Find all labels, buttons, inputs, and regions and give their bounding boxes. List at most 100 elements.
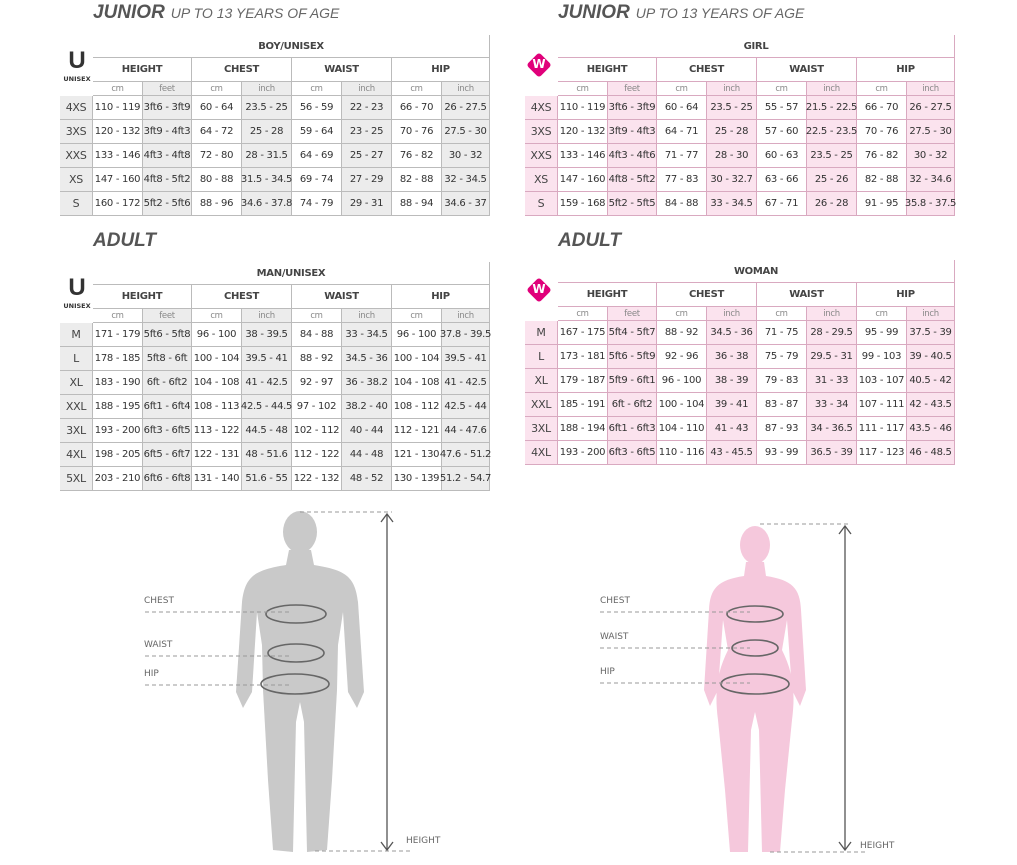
size-value: 25 - 26 [807, 168, 857, 192]
size-value: 55 - 57 [757, 96, 807, 120]
woman-measures [720, 605, 790, 695]
size-value: 41 - 42.5 [242, 371, 292, 395]
size-value: 183 - 190 [93, 371, 143, 395]
size-value: 33 - 34 [807, 393, 857, 417]
size-label: 3XS [525, 120, 558, 144]
column-header: HIP [857, 283, 955, 307]
unit-header: inch [807, 82, 857, 96]
size-label: S [60, 192, 93, 216]
size-value: 71 - 75 [757, 321, 807, 345]
size-value: 6ft1 - 6ft3 [608, 417, 657, 441]
group-header: MAN/UNISEX [93, 262, 490, 285]
size-value: 41 - 43 [707, 417, 757, 441]
section-title: ADULT [93, 230, 156, 251]
size-value: 93 - 99 [757, 441, 807, 465]
icon: W [532, 57, 546, 71]
size-value: 29.5 - 31 [807, 345, 857, 369]
size-value: 22.5 - 23.5 [806, 120, 857, 144]
unit-header: cm [857, 307, 907, 321]
height-label: HEIGHT [406, 836, 441, 846]
size-value: 120 - 132 [558, 120, 608, 144]
size-value: 64 - 72 [192, 120, 242, 144]
unit-header: inch [442, 309, 490, 323]
size-value: 66 - 70 [392, 96, 442, 120]
woman-head [740, 526, 770, 564]
size-value: 30 - 32 [907, 144, 955, 168]
size-value: 23.5 - 25 [242, 96, 292, 120]
size-value: 6ft3 - 6ft5 [608, 441, 657, 465]
size-value: 88 - 96 [192, 192, 242, 216]
size-value: 83 - 87 [757, 393, 807, 417]
size-value: 44.5 - 48 [242, 419, 292, 443]
size-value: 51.2 - 54.7 [440, 467, 491, 491]
size-value: 193 - 200 [558, 441, 608, 465]
size-value: 3ft6 - 3ft9 [143, 96, 192, 120]
size-value: 122 - 131 [192, 443, 242, 467]
size-value: 25 - 28 [707, 120, 757, 144]
unit-header: cm [192, 309, 242, 323]
size-value: 40 - 44 [342, 419, 392, 443]
unit-header: inch [242, 309, 292, 323]
unit-header: cm [558, 307, 608, 321]
size-value: 96 - 100 [392, 323, 442, 347]
unit-header: cm [392, 309, 442, 323]
figures [145, 511, 866, 853]
size-label: 3XL [525, 417, 558, 441]
column-header: HIP [857, 58, 955, 82]
size-value: 72 - 80 [192, 144, 242, 168]
size-value: 112 - 121 [392, 419, 442, 443]
size-value: 42.5 - 44 [442, 395, 490, 419]
size-value: 34.5 - 36 [707, 321, 757, 345]
unit-header: cm [93, 309, 143, 323]
size-value: 147 - 160 [558, 168, 608, 192]
size-value: 121 - 130 [392, 443, 442, 467]
man-body [236, 550, 364, 852]
size-value: 42.5 - 44.5 [241, 395, 292, 419]
size-value: 66 - 70 [857, 96, 907, 120]
size-value: 77 - 83 [657, 168, 707, 192]
group-header: WOMAN [558, 260, 955, 283]
woman-guides [600, 523, 866, 853]
size-value: 60 - 63 [757, 144, 807, 168]
height-label: HEIGHT [860, 841, 895, 851]
size-value: 27.5 - 30 [442, 120, 490, 144]
size-value: 33 - 34.5 [707, 192, 757, 216]
size-value: 3ft6 - 3ft9 [608, 96, 657, 120]
measure-label: HIP [600, 667, 615, 677]
size-label: S [525, 192, 558, 216]
size-value: 113 - 122 [192, 419, 242, 443]
size-value: 32 - 34.5 [442, 168, 490, 192]
size-value: 4ft3 - 4ft6 [608, 144, 657, 168]
size-value: 41 - 42.5 [442, 371, 490, 395]
size-value: 104 - 110 [657, 417, 707, 441]
size-label: XS [525, 168, 558, 192]
size-value: 26 - 27.5 [907, 96, 955, 120]
size-label: M [60, 323, 93, 347]
unit-header: inch [442, 82, 490, 96]
size-label: L [525, 345, 558, 369]
size-value: 171 - 179 [93, 323, 143, 347]
size-value: 34.6 - 37.8 [241, 192, 292, 216]
size-value: 92 - 96 [657, 345, 707, 369]
size-value: 34.6 - 37 [442, 192, 490, 216]
unit-header: inch [242, 82, 292, 96]
size-value: 35.8 - 37.5 [905, 192, 956, 216]
size-label: XXL [60, 395, 93, 419]
icon-label: UNISEX [63, 75, 91, 83]
size-value: 59 - 64 [292, 120, 342, 144]
size-value: 6ft - 6ft2 [143, 371, 192, 395]
size-value: 36 - 38 [707, 345, 757, 369]
size-label: 4XS [60, 96, 93, 120]
size-label: 4XS [525, 96, 558, 120]
size-value: 159 - 168 [558, 192, 608, 216]
unit-header: feet [608, 307, 657, 321]
size-label: 5XL [60, 467, 93, 491]
size-value: 71 - 77 [657, 144, 707, 168]
man-head [283, 511, 317, 553]
size-value: 69 - 74 [292, 168, 342, 192]
size-value: 42 - 43.5 [907, 393, 955, 417]
size-label: 4XL [525, 441, 558, 465]
icon: U [68, 47, 86, 74]
size-value: 5ft6 - 5ft8 [143, 323, 192, 347]
column-header: HEIGHT [558, 283, 657, 307]
